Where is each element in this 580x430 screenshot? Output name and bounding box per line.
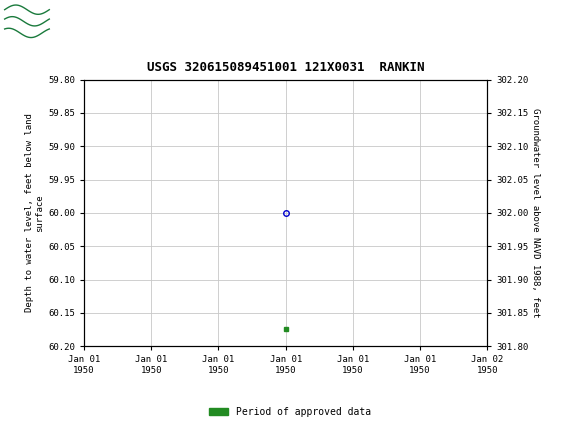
Y-axis label: Depth to water level, feet below land
surface: Depth to water level, feet below land su…	[24, 114, 44, 312]
Text: USGS: USGS	[61, 10, 116, 28]
FancyBboxPatch shape	[3, 3, 55, 36]
Title: USGS 320615089451001 121X0031  RANKIN: USGS 320615089451001 121X0031 RANKIN	[147, 61, 425, 74]
Y-axis label: Groundwater level above NAVD 1988, feet: Groundwater level above NAVD 1988, feet	[531, 108, 539, 318]
Legend: Period of approved data: Period of approved data	[205, 403, 375, 421]
